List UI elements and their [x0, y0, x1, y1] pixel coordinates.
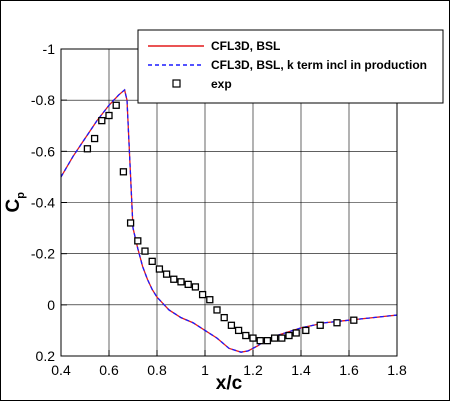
exp-data-point: [333, 319, 341, 327]
y-axis-label-main: C: [3, 199, 24, 213]
exp-data-point: [350, 316, 358, 324]
exp-data-point: [155, 265, 164, 273]
exp-data-point: [90, 134, 99, 143]
exp-data-point: [234, 326, 243, 335]
y-tick-label: 0.2: [36, 348, 56, 364]
exp-data-point: [112, 101, 120, 109]
exp-data-point: [83, 145, 92, 153]
x-tick-label: 1.6: [339, 362, 359, 378]
exp-data-point: [98, 116, 106, 125]
series-line-cfl3d-bsl-k-term: [60, 88, 398, 353]
exp-data-point: [292, 329, 300, 337]
exp-data-point: [162, 270, 171, 278]
x-tick-label: 0.8: [147, 362, 167, 378]
exp-data-point: [242, 331, 250, 340]
legend-label-1: CFL3D, BSL, k term incl in production: [211, 58, 427, 72]
x-tick-label: 1.2: [243, 362, 263, 378]
exp-data-point: [184, 280, 192, 289]
exp-data-point: [278, 334, 286, 342]
exp-data-point: [270, 334, 279, 342]
exp-data-point: [220, 313, 228, 322]
legend: CFL3D, BSL CFL3D, BSL, k term incl in pr…: [137, 29, 444, 104]
exp-data-point: [191, 283, 200, 291]
y-tick-label: 0: [47, 297, 55, 313]
exp-data-point: [126, 219, 135, 227]
exp-data-point: [177, 278, 185, 286]
x-tick-label: 0.6: [99, 362, 119, 378]
y-tick-label: -0.8: [31, 92, 55, 108]
exp-data-point: [256, 336, 264, 345]
y-tick-label: -0.2: [31, 246, 55, 262]
exp-data-point: [263, 336, 272, 345]
exp-data-point: [105, 111, 113, 120]
y-tick-label: -0.4: [31, 195, 55, 211]
series-line-cfl3d-bsl: [60, 88, 398, 353]
exp-data-point: [148, 257, 156, 265]
axis-labels: x/c Cp: [3, 192, 243, 394]
exp-data-point: [206, 296, 214, 304]
legend-label-0: CFL3D, BSL: [211, 39, 280, 53]
exp-data-point: [213, 306, 221, 314]
y-axis-label: Cp: [3, 192, 27, 213]
y-axis-label-subscript: p: [15, 192, 27, 199]
exp-data-point: [134, 237, 142, 245]
legend-swatch-square-marker: [172, 79, 181, 88]
legend-box: [137, 29, 444, 104]
exp-data-point: [316, 321, 324, 329]
y-tick-label: -1: [43, 41, 56, 57]
exp-data-point: [227, 321, 236, 329]
exp-data-point: [119, 168, 128, 176]
legend-label-2: exp: [211, 77, 232, 91]
axis-ticks: 0.4 0.6 0.8 1 1.2 1.4 1.6 1.8 -1 -0.8 -0.6 -0.4 -0.2…: [31, 41, 407, 378]
exp-data-point: [141, 247, 149, 255]
exp-data-point: [198, 290, 207, 299]
exp-data-point: [302, 326, 310, 335]
plot-series: [60, 88, 398, 353]
x-tick-label: 1.4: [291, 362, 311, 378]
exp-data-point: [170, 275, 178, 283]
y-tick-label: -0.6: [31, 143, 55, 159]
exp-data-point: [249, 334, 257, 342]
exp-data-point: [285, 331, 293, 340]
x-axis-label: x/c: [216, 373, 243, 394]
x-tick-label: 0.4: [51, 362, 71, 378]
x-tick-label: 1.8: [387, 362, 407, 378]
x-tick-label: 1: [201, 362, 209, 378]
